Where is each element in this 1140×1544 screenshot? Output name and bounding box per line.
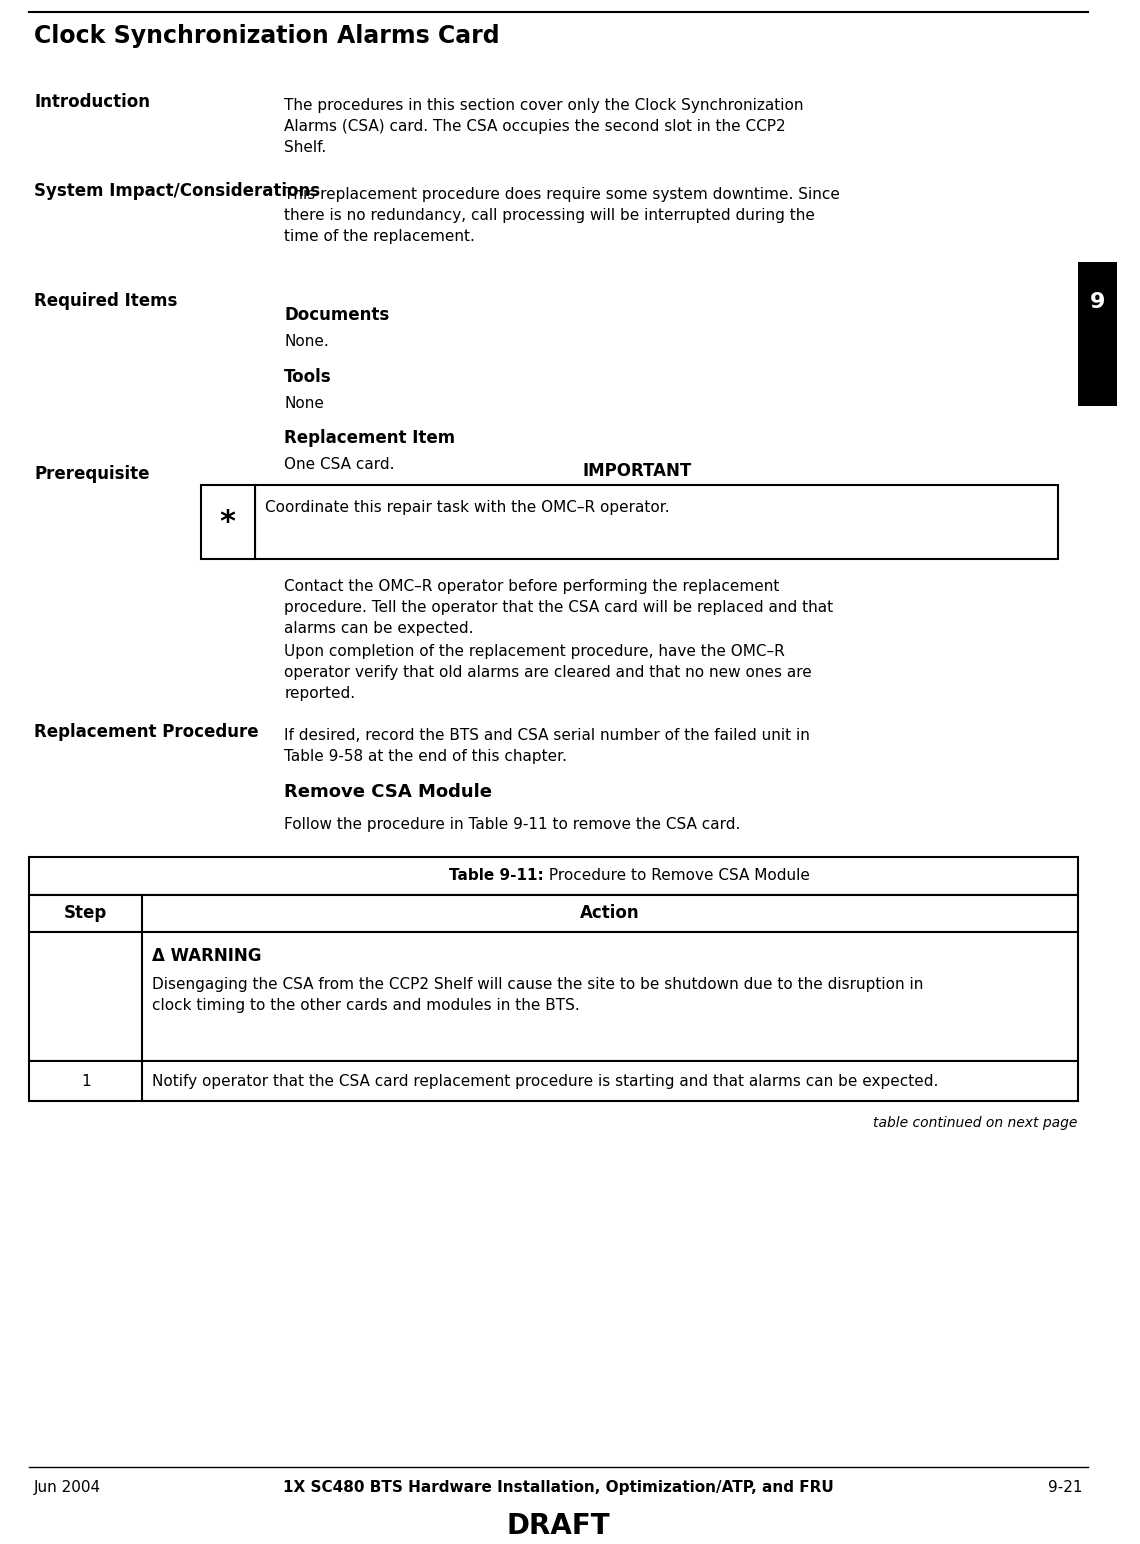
Text: Contact the OMC–R operator before performing the replacement
procedure. Tell the: Contact the OMC–R operator before perfor…: [284, 579, 833, 636]
Bar: [30, 1061, 1077, 1101]
Text: Notify operator that the CSA card replacement procedure is starting and that ala: Notify operator that the CSA card replac…: [152, 1073, 938, 1089]
Text: Required Items: Required Items: [34, 292, 178, 310]
Text: Tools: Tools: [284, 367, 332, 386]
Bar: [254, 485, 1058, 559]
Text: 1: 1: [81, 1073, 90, 1089]
Text: Table 9-11:: Table 9-11:: [449, 868, 544, 883]
Text: One CSA card.: One CSA card.: [284, 457, 394, 472]
Bar: [30, 933, 1077, 1061]
Text: None: None: [284, 395, 324, 411]
Text: DRAFT: DRAFT: [506, 1512, 610, 1539]
Bar: [1077, 326, 1117, 406]
Text: Step: Step: [64, 905, 107, 922]
Bar: [201, 485, 254, 559]
Text: *: *: [220, 508, 236, 537]
Text: Follow the procedure in Table 9-11 to remove the CSA card.: Follow the procedure in Table 9-11 to re…: [284, 817, 741, 832]
Text: 9: 9: [1090, 292, 1105, 312]
Text: Replacement Procedure: Replacement Procedure: [34, 723, 259, 741]
Text: If desired, record the BTS and CSA serial number of the failed unit in
Table 9-5: If desired, record the BTS and CSA seria…: [284, 729, 811, 764]
Bar: [30, 857, 1077, 894]
Text: Documents: Documents: [284, 306, 390, 324]
Text: 9-21: 9-21: [1048, 1479, 1083, 1495]
Text: Procedure to Remove CSA Module: Procedure to Remove CSA Module: [544, 868, 809, 883]
Bar: [1077, 262, 1117, 341]
Text: Replacement Item: Replacement Item: [284, 429, 455, 448]
Text: Action: Action: [580, 905, 640, 922]
Text: Clock Synchronization Alarms Card: Clock Synchronization Alarms Card: [34, 23, 500, 48]
Text: Coordinate this repair task with the OMC–R operator.: Coordinate this repair task with the OMC…: [264, 500, 669, 514]
Bar: [30, 894, 1077, 933]
Text: 1X SC480 BTS Hardware Installation, Optimization/ATP, and FRU: 1X SC480 BTS Hardware Installation, Opti…: [283, 1479, 833, 1495]
Text: System Impact/Considerations: System Impact/Considerations: [34, 182, 320, 201]
Text: This replacement procedure does require some system downtime. Since
there is no : This replacement procedure does require …: [284, 187, 840, 244]
Text: Introduction: Introduction: [34, 93, 150, 111]
Text: Δ WARNING: Δ WARNING: [152, 946, 261, 965]
Text: Upon completion of the replacement procedure, have the OMC–R
operator verify tha: Upon completion of the replacement proce…: [284, 644, 812, 701]
Text: IMPORTANT: IMPORTANT: [583, 462, 692, 480]
Text: Prerequisite: Prerequisite: [34, 465, 149, 483]
Text: Remove CSA Module: Remove CSA Module: [284, 783, 492, 800]
Text: None.: None.: [284, 334, 329, 349]
Text: Jun 2004: Jun 2004: [34, 1479, 101, 1495]
Text: The procedures in this section cover only the Clock Synchronization
Alarms (CSA): The procedures in this section cover onl…: [284, 99, 804, 156]
Text: Disengaging the CSA from the CCP2 Shelf will cause the site to be shutdown due t: Disengaging the CSA from the CCP2 Shelf …: [152, 977, 923, 1013]
Text: table continued on next page: table continued on next page: [873, 1116, 1077, 1130]
